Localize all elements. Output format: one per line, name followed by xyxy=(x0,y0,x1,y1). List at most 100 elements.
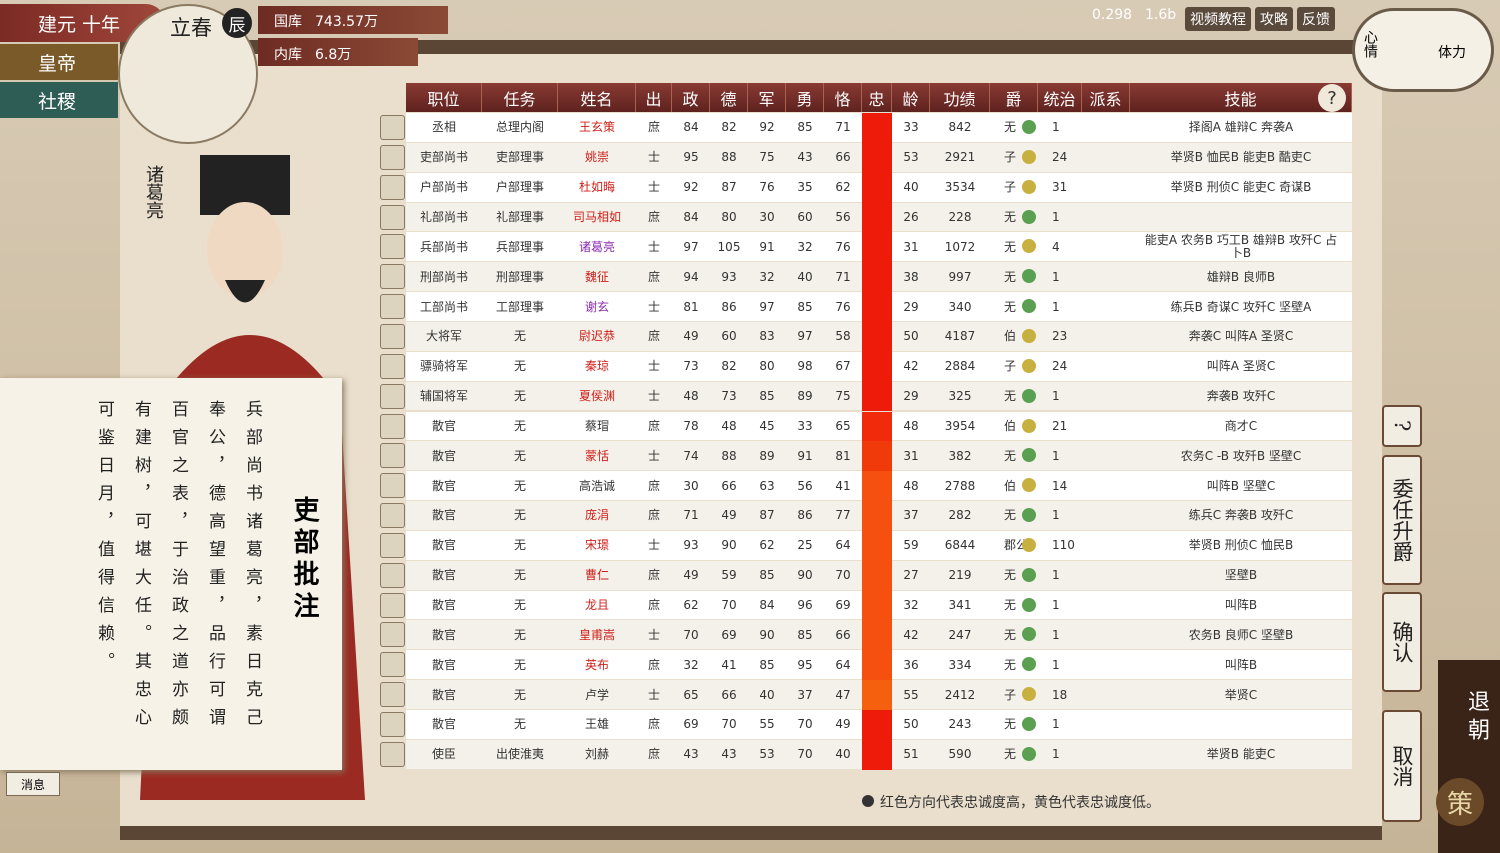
cell: 兵部理事 xyxy=(495,239,544,254)
rank-icon xyxy=(1022,358,1036,373)
strategy-button[interactable]: 策 xyxy=(1436,778,1484,826)
loyalty-cell xyxy=(862,381,892,412)
cell: 无 xyxy=(1004,747,1017,762)
cell: 85 xyxy=(759,568,775,583)
menu-button[interactable]: 皇帝 xyxy=(0,44,118,80)
cell: 75 xyxy=(835,389,851,404)
inspect-button[interactable] xyxy=(380,592,405,618)
cell: 无 xyxy=(513,359,526,374)
cell: 总理内阁 xyxy=(495,120,544,135)
inspect-button[interactable] xyxy=(380,562,405,588)
inspect-button[interactable] xyxy=(380,383,405,409)
cell: 练兵C 奔袭B 攻歼C xyxy=(1188,508,1294,523)
cell: 33 xyxy=(797,418,813,433)
era-label: 建元 十年 xyxy=(0,4,165,42)
link-button[interactable]: 攻略 xyxy=(1255,7,1293,31)
inspect-button[interactable] xyxy=(380,741,405,767)
inspect-button[interactable] xyxy=(380,264,405,290)
rank-icon xyxy=(1022,179,1036,194)
cell: 骠骑将军 xyxy=(419,359,468,374)
cell: 56 xyxy=(835,209,851,224)
help-icon[interactable]: ? xyxy=(1318,84,1346,112)
memo-column: 可鉴日月，值得信赖。 xyxy=(94,400,114,680)
cell: 70 xyxy=(797,747,813,762)
cell: 宋璟 xyxy=(584,538,609,553)
inspect-button[interactable] xyxy=(380,712,405,737)
cell: 1 xyxy=(1052,389,1060,404)
cell: 1 xyxy=(1052,657,1060,672)
cell: 庶 xyxy=(647,120,660,135)
inspect-button[interactable] xyxy=(380,353,405,379)
column-header: 派系 xyxy=(1082,83,1130,112)
cell: 举贤C xyxy=(1224,687,1258,702)
cell: 诸葛亮 xyxy=(578,239,615,254)
cell: 6844 xyxy=(944,538,976,553)
cell: 51 xyxy=(903,747,919,762)
confirm-button[interactable]: 确认 xyxy=(1382,592,1422,692)
cell: 55 xyxy=(759,717,775,732)
cell: 341 xyxy=(948,598,972,613)
cell: 97 xyxy=(683,239,699,254)
memo-title: 吏部批注 xyxy=(289,496,319,624)
inspect-button[interactable] xyxy=(380,204,405,230)
rank-icon xyxy=(1022,508,1036,523)
cell: 48 xyxy=(903,478,919,493)
link-button[interactable]: 视频教程 xyxy=(1185,7,1251,31)
hour: 辰 xyxy=(222,8,252,38)
inspect-button[interactable] xyxy=(380,532,405,558)
rank-icon xyxy=(1022,597,1036,612)
cell: 95 xyxy=(683,150,699,165)
cell: 无 xyxy=(1004,568,1017,583)
menu-button[interactable]: 社稷 xyxy=(0,82,118,118)
rank-icon xyxy=(1022,448,1036,463)
cell: 325 xyxy=(948,389,972,404)
inspect-button[interactable] xyxy=(380,503,405,529)
cell: 70 xyxy=(721,598,737,613)
inspect-button[interactable] xyxy=(380,174,405,200)
cell: 40 xyxy=(797,269,813,284)
appoint-button[interactable]: 委任升爵 xyxy=(1382,455,1422,585)
loyalty-cell xyxy=(862,172,892,203)
cell: 王玄策 xyxy=(578,120,615,135)
cell: 50 xyxy=(903,717,919,732)
portrait-name: 诸葛亮 xyxy=(143,165,164,219)
cell: 奔袭B 攻歼C xyxy=(1206,389,1276,404)
inspect-button[interactable] xyxy=(380,144,405,170)
label: 国库 xyxy=(274,14,302,30)
cell: 98 xyxy=(797,359,813,374)
inspect-button[interactable] xyxy=(380,413,405,439)
message-button[interactable]: 消息 xyxy=(6,772,60,796)
column-header: 职位 xyxy=(406,83,482,112)
cell: 散官 xyxy=(431,598,456,613)
inspect-button[interactable] xyxy=(380,473,405,499)
cell: 97 xyxy=(759,299,775,314)
cell: 24 xyxy=(1052,359,1068,374)
inspect-button[interactable] xyxy=(380,234,405,260)
inspect-button[interactable] xyxy=(380,682,405,708)
inspect-button[interactable] xyxy=(380,652,405,678)
inspect-button[interactable] xyxy=(380,443,405,469)
exit-button[interactable]: 退朝 xyxy=(1464,690,1489,746)
cancel-button[interactable]: 取消 xyxy=(1382,710,1422,822)
cell: 庶 xyxy=(647,598,660,613)
column-header: 忠 xyxy=(862,83,892,112)
cell: 27 xyxy=(903,568,919,583)
cell: 兵部尚书 xyxy=(419,239,468,254)
cell: 士 xyxy=(647,538,660,553)
inspect-button[interactable] xyxy=(380,294,405,320)
cell: 蒙恬 xyxy=(584,448,609,463)
cell: 282 xyxy=(948,508,972,523)
cell: 74 xyxy=(683,448,699,463)
cell: 37 xyxy=(797,687,813,702)
inspect-button[interactable] xyxy=(380,622,405,648)
help-button[interactable]: ? xyxy=(1382,405,1422,447)
cell: 63 xyxy=(759,478,775,493)
cell: 64 xyxy=(835,657,851,672)
inspect-button[interactable] xyxy=(380,115,405,140)
link-button[interactable]: 反馈 xyxy=(1297,7,1335,31)
cell: 84 xyxy=(683,120,699,135)
inspect-button[interactable] xyxy=(380,323,405,349)
cell: 67 xyxy=(835,359,851,374)
loyalty-cell xyxy=(862,441,892,472)
